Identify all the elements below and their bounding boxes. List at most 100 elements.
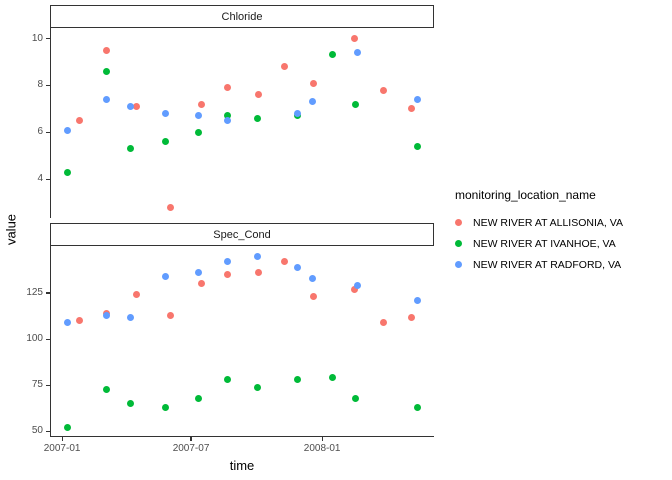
data-point xyxy=(161,110,169,118)
data-point xyxy=(407,105,415,113)
data-point xyxy=(133,103,141,111)
data-point xyxy=(354,282,362,290)
data-point xyxy=(414,142,422,150)
data-point xyxy=(329,51,337,59)
x-tick-mark xyxy=(190,437,192,441)
legend: NEW RIVER AT ALLISONIA, VA NEW RIVER AT … xyxy=(455,212,623,275)
data-point xyxy=(379,319,387,327)
panel-chloride xyxy=(50,28,434,218)
data-point xyxy=(75,117,83,125)
data-point xyxy=(293,376,301,384)
data-point xyxy=(329,374,337,382)
data-point xyxy=(103,385,111,393)
y-tick-mark xyxy=(45,430,50,433)
data-point xyxy=(253,114,261,122)
y-tick-label: 125 xyxy=(26,287,43,299)
data-point xyxy=(127,313,134,321)
legend-item: NEW RIVER AT ALLISONIA, VA xyxy=(455,212,623,233)
y-tick-mark xyxy=(45,292,50,294)
legend-item-label: NEW RIVER AT RADFORD, VA xyxy=(473,258,622,271)
data-point xyxy=(127,145,134,153)
y-tick-mark xyxy=(45,37,50,40)
data-point xyxy=(350,285,358,293)
data-point xyxy=(161,138,169,146)
data-point xyxy=(354,49,362,57)
y-tick-mark xyxy=(45,84,50,87)
data-point xyxy=(103,46,111,54)
facet-strip-spec-cond: Spec_Cond xyxy=(50,223,434,246)
data-point xyxy=(280,63,288,71)
data-point xyxy=(223,84,231,92)
data-point xyxy=(127,103,134,111)
x-tick-mark xyxy=(61,437,63,441)
data-point xyxy=(310,293,318,301)
y-tick-mark xyxy=(45,131,50,133)
data-point xyxy=(127,400,134,408)
data-point xyxy=(414,296,422,304)
data-point xyxy=(197,280,205,288)
data-point xyxy=(293,263,301,271)
data-point xyxy=(103,96,111,104)
data-point xyxy=(352,100,360,108)
data-point xyxy=(197,100,205,108)
legend-item-label: NEW RIVER AT IVANHOE, VA xyxy=(473,237,616,250)
data-point xyxy=(352,394,360,402)
data-point xyxy=(223,112,231,120)
legend-point-icon xyxy=(455,240,462,247)
data-point xyxy=(63,126,71,134)
data-point xyxy=(309,274,317,282)
data-point xyxy=(166,311,174,319)
legend-title: monitoring_location_name xyxy=(455,188,596,202)
data-point xyxy=(223,258,231,266)
data-point xyxy=(253,383,261,391)
data-point xyxy=(223,271,231,279)
x-tick-label: 2008-01 xyxy=(303,443,341,454)
y-tick-label: 4 xyxy=(37,173,43,185)
data-point xyxy=(64,168,72,176)
data-point xyxy=(254,269,262,277)
y-tick-mark xyxy=(45,178,50,180)
legend-item-label: NEW RIVER AT ALLISONIA, VA xyxy=(473,216,623,229)
data-point xyxy=(133,291,141,299)
data-point xyxy=(293,110,301,118)
y-tick-label: 100 xyxy=(26,333,43,345)
legend-point-icon xyxy=(455,261,462,268)
data-point xyxy=(253,252,261,260)
data-point xyxy=(280,258,288,266)
data-point xyxy=(161,272,169,280)
data-point xyxy=(75,317,83,325)
y-tick-label: 10 xyxy=(31,32,43,44)
data-point xyxy=(407,313,415,321)
data-point xyxy=(194,394,202,402)
x-axis-title: time xyxy=(229,458,255,473)
data-point xyxy=(350,35,358,43)
legend-item: NEW RIVER AT IVANHOE, VA xyxy=(455,233,623,254)
data-point xyxy=(103,311,111,319)
y-tick-label: 6 xyxy=(37,126,43,138)
data-point xyxy=(309,98,317,106)
legend-point-icon xyxy=(455,219,462,226)
x-tick-label: 2007-01 xyxy=(43,443,81,454)
facet-strip-label: Spec_Cond xyxy=(213,228,271,241)
data-point xyxy=(194,112,202,120)
data-point xyxy=(103,67,111,75)
data-point xyxy=(223,117,231,125)
facet-strip-label: Chloride xyxy=(221,10,263,23)
data-point xyxy=(414,96,422,104)
data-point xyxy=(194,269,202,277)
y-tick-label: 50 xyxy=(31,425,43,437)
data-point xyxy=(63,319,71,327)
data-point xyxy=(166,203,174,211)
data-point xyxy=(194,128,202,136)
panel-spec-cond xyxy=(50,246,434,437)
x-tick-mark xyxy=(321,437,323,441)
y-tick-label: 8 xyxy=(37,79,43,91)
data-point xyxy=(161,403,169,411)
facet-strip-chloride: Chloride xyxy=(50,5,434,28)
data-point xyxy=(223,376,231,384)
data-point xyxy=(64,424,72,432)
data-point xyxy=(379,86,387,94)
y-tick-mark xyxy=(45,338,50,340)
